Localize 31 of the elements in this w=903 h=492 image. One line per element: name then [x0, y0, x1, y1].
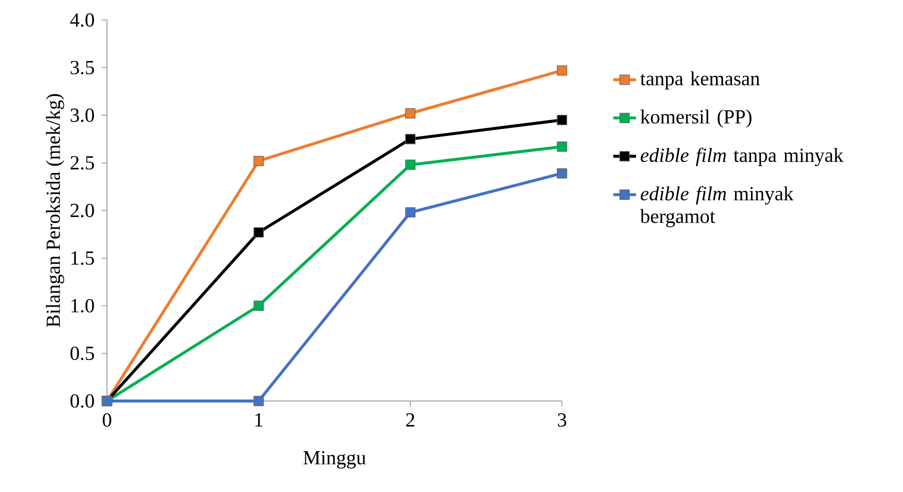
y-tick-label: 1.5: [72, 251, 94, 265]
legend-label: edible film minyak bergamot: [640, 186, 794, 228]
point: [405, 108, 416, 118]
y-tick-label: 2.5: [70, 156, 94, 170]
x-tick-label: 2: [406, 413, 414, 426]
point: [405, 160, 416, 170]
point: [405, 207, 416, 218]
legend-label: komersil (PP): [640, 110, 752, 128]
x-tick-label: 0: [102, 413, 112, 427]
x-tick-label: 3: [558, 413, 566, 427]
point: [556, 142, 568, 152]
y-tick-label: 4.0: [70, 13, 94, 27]
point: [556, 168, 568, 178]
point: [556, 65, 568, 76]
point: [254, 300, 264, 311]
x-axis-title: Minggu: [303, 451, 366, 469]
y-tick-label: 3.5: [70, 60, 94, 74]
point: [254, 156, 264, 166]
point: [405, 134, 416, 144]
legend-label: tanpa kemasan: [640, 71, 760, 90]
y-tick-label: 0.0: [70, 394, 94, 408]
y-tick-label: 2.0: [70, 204, 94, 218]
point: [254, 396, 264, 406]
y-tick-label: 3.0: [70, 108, 94, 122]
legend-label: edible film tanpa minyak: [640, 148, 844, 166]
y-axis-title: Bilangan Peroksida (mek/kg): [46, 94, 64, 328]
point: [556, 114, 568, 126]
x-tick-label: 1: [255, 413, 262, 426]
point: [254, 227, 264, 238]
y-tick-label: 0.5: [70, 346, 94, 360]
y-tick-label: 1.0: [72, 298, 94, 313]
